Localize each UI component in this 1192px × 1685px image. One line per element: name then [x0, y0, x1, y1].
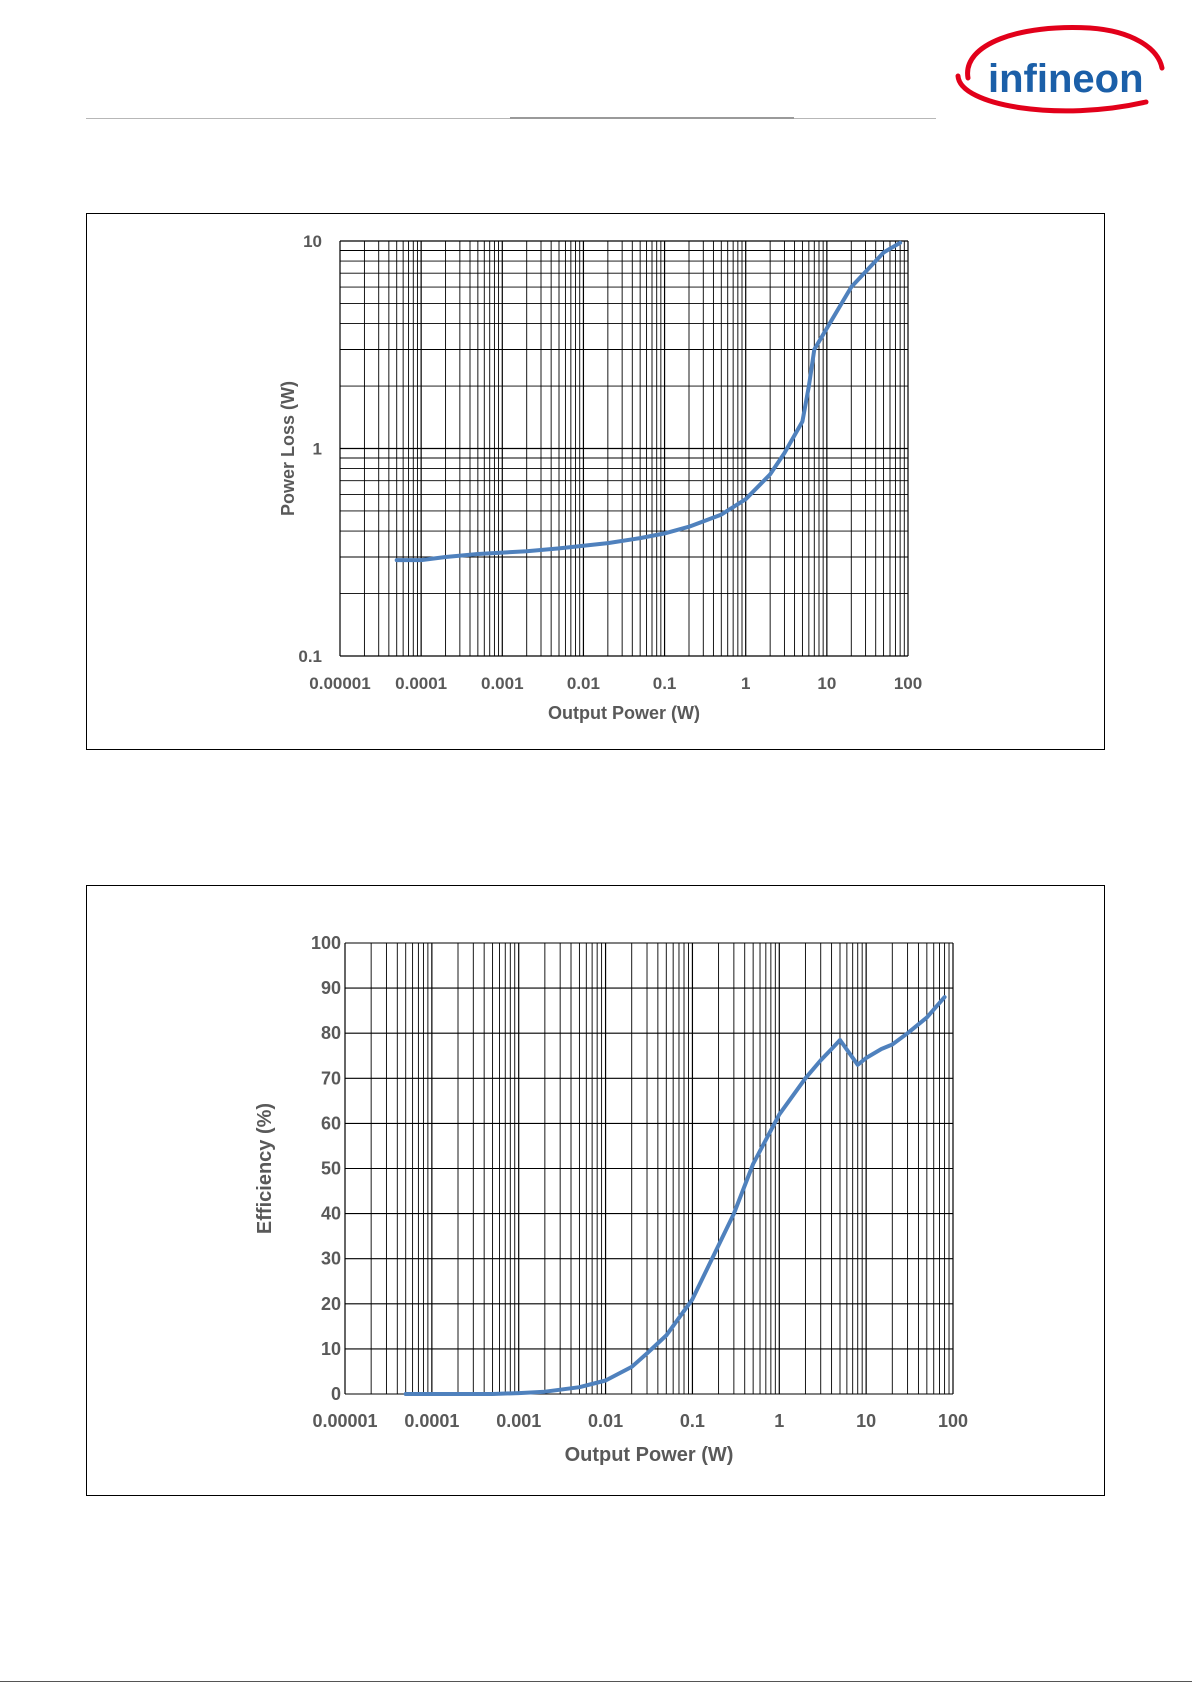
- y-tick-label: 1: [313, 440, 322, 459]
- x-tick-label: 0.00001: [312, 1411, 377, 1431]
- x-tick-label: 0.1: [653, 674, 677, 693]
- y-tick-label: 50: [321, 1159, 341, 1179]
- x-tick-label: 0.1: [680, 1411, 705, 1431]
- header-rule-accent: [510, 117, 794, 119]
- loss-y-tick-labels: 0.1 1 10: [298, 232, 322, 666]
- eff-y-tick-labels: 0 10 20 30 40 50 60 70 80 90 100: [311, 933, 341, 1404]
- y-tick-label: 100: [311, 933, 341, 953]
- infineon-logo: infineon: [955, 24, 1165, 114]
- x-tick-label: 1: [774, 1411, 784, 1431]
- footer-rule: [0, 1681, 1192, 1682]
- x-tick-label: 0.0001: [404, 1411, 459, 1431]
- loss-series-points: [396, 242, 901, 561]
- x-tick-label: 10: [817, 674, 836, 693]
- x-tick-label: 100: [938, 1411, 968, 1431]
- eff-y-axis-title: Efficiency (%): [254, 1103, 276, 1234]
- efficiency-chart-frame: 0.00001 0.0001 0.001 0.01 0.1 1 10 100 0 10 20 30 40…: [86, 885, 1105, 1496]
- eff-x-tick-labels: 0.00001 0.0001 0.001 0.01 0.1 1 10 100: [312, 1411, 968, 1431]
- x-tick-label: 10: [856, 1411, 876, 1431]
- efficiency-chart: 0.00001 0.0001 0.001 0.01 0.1 1 10 100 0 10 20 30 40…: [254, 933, 968, 1466]
- y-tick-label: 90: [321, 978, 341, 998]
- y-tick-label: 10: [303, 232, 322, 251]
- loss-series-line: [394, 240, 903, 563]
- y-tick-label: 0: [331, 1384, 341, 1404]
- loss-x-tick-labels: 0.00001 0.0001 0.001 0.01 0.1 1 10 100: [309, 674, 922, 693]
- x-tick-label: 0.01: [588, 1411, 623, 1431]
- x-tick-label: 0.01: [567, 674, 600, 693]
- y-tick-label: 60: [321, 1113, 341, 1133]
- eff-gridlines: [344, 942, 954, 1395]
- y-tick-label: 30: [321, 1249, 341, 1269]
- y-tick-label: 0.1: [298, 647, 322, 666]
- y-tick-label: 40: [321, 1204, 341, 1224]
- eff-series-points: [405, 997, 945, 1395]
- y-tick-label: 10: [321, 1339, 341, 1359]
- y-tick-label: 80: [321, 1023, 341, 1043]
- loss-gridlines: [339, 240, 909, 657]
- x-tick-label: 0.001: [481, 674, 524, 693]
- eff-series-line: [403, 995, 947, 1396]
- x-tick-label: 1: [741, 674, 750, 693]
- x-tick-label: 0.0001: [395, 674, 447, 693]
- eff-x-axis-title: Output Power (W): [565, 1444, 734, 1466]
- x-tick-label: 0.001: [496, 1411, 541, 1431]
- power-loss-chart-frame: 0.00001 0.0001 0.001 0.01 0.1 1 10 100 0.1 1 10 Out…: [86, 213, 1105, 750]
- y-tick-label: 70: [321, 1068, 341, 1088]
- x-tick-label: 100: [894, 674, 922, 693]
- power-loss-chart: 0.00001 0.0001 0.001 0.01 0.1 1 10 100 0.1 1 10 Out…: [278, 232, 922, 723]
- loss-x-axis-title: Output Power (W): [548, 703, 700, 723]
- loss-y-axis-title: Power Loss (W): [278, 381, 298, 516]
- y-tick-label: 20: [321, 1294, 341, 1314]
- svg-text:infineon: infineon: [988, 57, 1144, 101]
- x-tick-label: 0.00001: [309, 674, 370, 693]
